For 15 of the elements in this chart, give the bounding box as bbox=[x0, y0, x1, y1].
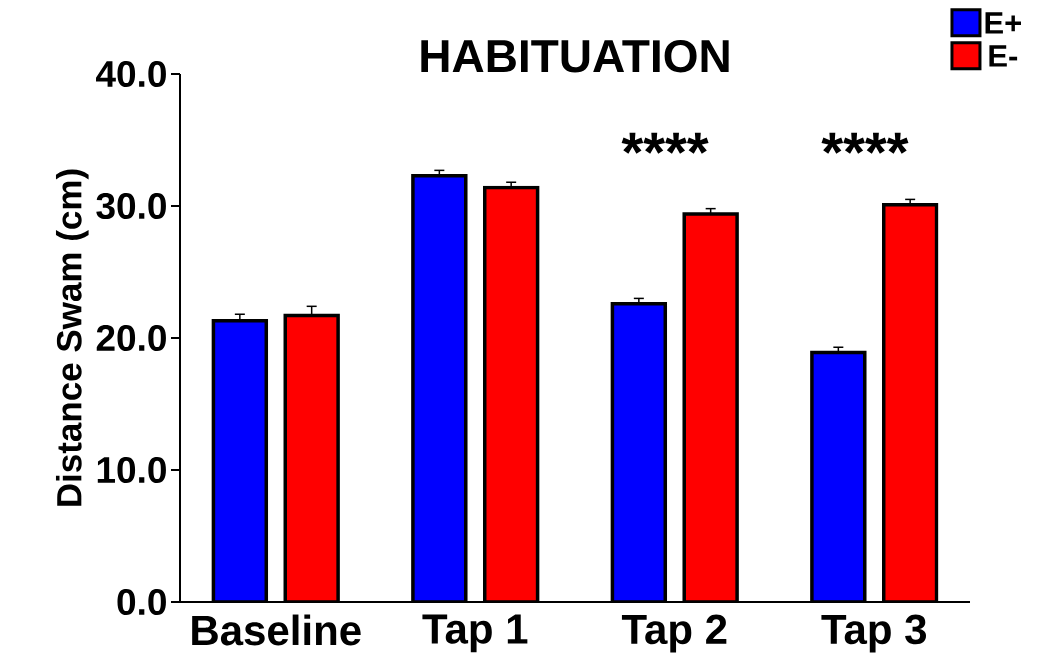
y-tick-label: 10.0 bbox=[97, 456, 166, 484]
x-tick-label: Tap 2 bbox=[621, 614, 727, 653]
legend-label: E- bbox=[989, 45, 1018, 67]
y-tick-label: 0.0 bbox=[117, 588, 166, 616]
annotation: **** bbox=[621, 132, 709, 154]
x-tick-label: Tap 1 bbox=[422, 614, 528, 653]
x-tick-label: Baseline bbox=[192, 614, 361, 646]
annotation: **** bbox=[821, 132, 909, 154]
y-axis-title: Distance Swam (cm) bbox=[55, 169, 89, 506]
x-tick-label: Tap 3 bbox=[821, 614, 927, 653]
y-tick-label: 40.0 bbox=[96, 60, 166, 88]
legend-label: E+ bbox=[985, 12, 1021, 34]
y-tick-label: 20.0 bbox=[96, 324, 166, 352]
chart-title: HABITUATION bbox=[421, 39, 729, 73]
y-tick-label: 30.0 bbox=[96, 192, 166, 220]
